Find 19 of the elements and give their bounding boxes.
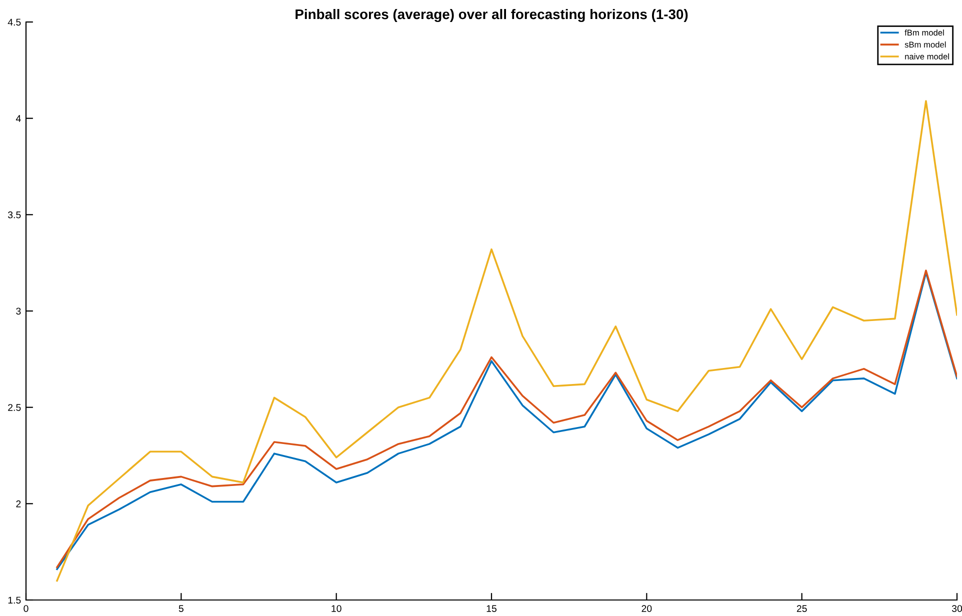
x-tick-label: 10 (332, 605, 342, 612)
x-tick-label: 0 (24, 605, 28, 612)
x-tick-label: 5 (178, 605, 184, 612)
y-tick-label: 1.5 (8, 596, 21, 604)
y-tick-label: 2 (16, 500, 21, 508)
line-series (56, 100, 957, 582)
chart-title: Pinball scores (average) over all forecasting horizons (1-30) (296, 8, 688, 22)
legend-label: naive model (905, 53, 949, 60)
y-tick-label: 4 (16, 115, 21, 122)
legend-label: fBm model (904, 30, 944, 36)
y-tick-label: 3 (16, 308, 21, 315)
x-tick-label: 20 (642, 605, 652, 612)
y-tick-label: 2.5 (8, 404, 21, 411)
legend-label: sBm model (904, 41, 946, 48)
y-tick-label: 4.5 (8, 18, 21, 26)
x-tick-label: 30 (952, 605, 962, 612)
y-tick-label: 3.5 (8, 211, 21, 218)
x-tick-label: 15 (486, 605, 496, 612)
x-tick-label: 25 (796, 605, 807, 612)
